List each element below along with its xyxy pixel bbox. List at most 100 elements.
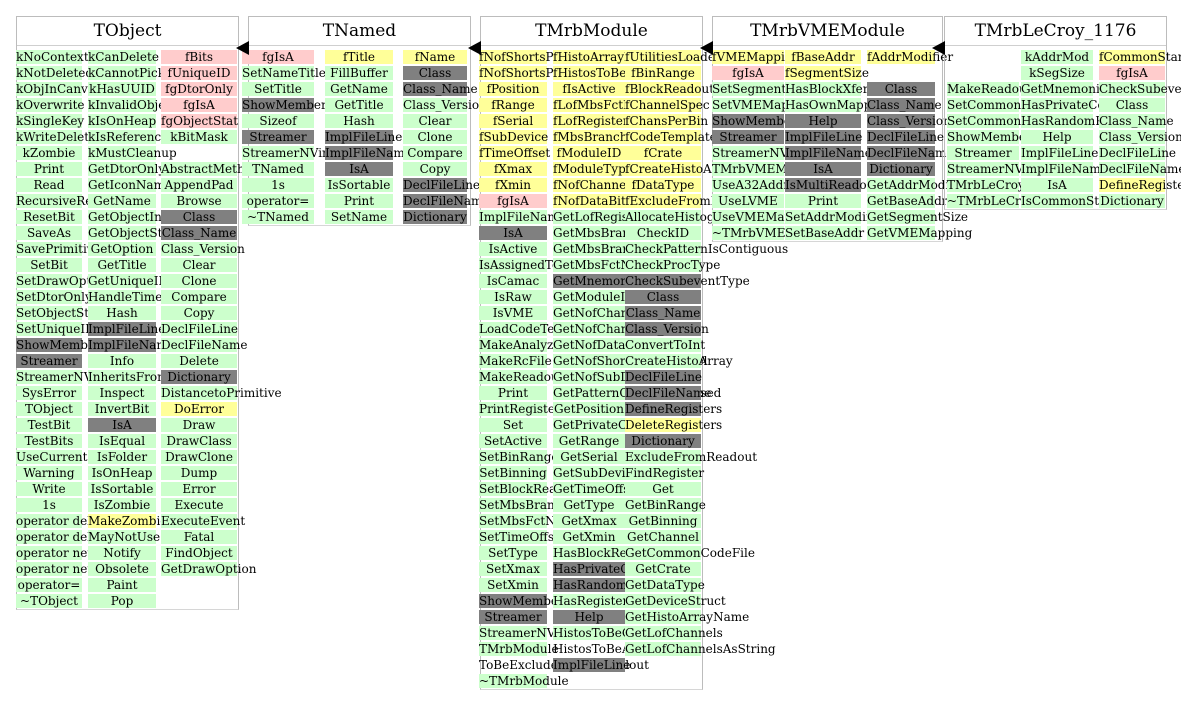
member-cell: kOverwrite (16, 98, 85, 112)
member-cell: Browse (161, 194, 237, 208)
member-cell: UseVMEMapping (712, 210, 820, 224)
member-cell: HasRegisters (553, 594, 635, 608)
member-cell: ~TMrbLeCroy_1176 (947, 194, 1072, 208)
member-cell: operator= (242, 194, 314, 208)
member-cell: GetDtorOnly (88, 162, 166, 176)
member-cell: GetObjectStat (88, 226, 175, 240)
member-cell: RecursiveRemove (16, 194, 125, 208)
member-cell: Print (479, 386, 547, 400)
member-cell: kCanDelete (88, 50, 159, 64)
member-cell: Obsolete (88, 562, 156, 576)
member-cell: Compare (403, 146, 467, 160)
member-cell: HistosToBeCreated (553, 626, 671, 640)
member-cell: DeclFileLine (161, 322, 239, 336)
member-cell: Print (785, 194, 861, 208)
member-cell: UseA32Addressing (712, 178, 828, 192)
member-cell: SetType (479, 546, 547, 560)
member-cell: IsA (1021, 178, 1093, 192)
member-cell: ImplFileName (785, 146, 872, 160)
member-cell: fSegmentSize (785, 66, 869, 80)
member-cell: kAddrMod (1021, 50, 1093, 64)
member-cell: Clone (403, 130, 467, 144)
member-cell: GetPrivateCodeFile (553, 418, 673, 432)
member-cell: fXmax (479, 162, 547, 176)
member-cell: DeclFileLine (625, 370, 703, 384)
inheritance-arrow (700, 41, 713, 55)
member-cell: SetCommonStop (947, 114, 1050, 128)
member-cell: CheckSubeventType (625, 274, 750, 288)
member-cell: GetLofRegisters (553, 210, 652, 224)
member-cell: Dictionary (867, 162, 935, 176)
member-cell: UseCurrentStyle (16, 450, 119, 464)
member-cell: GetVMEMapping (867, 226, 973, 240)
member-cell: GetNofChannelsUsed (553, 322, 685, 336)
member-cell: GetPosition (553, 402, 625, 416)
member-cell: TestBits (16, 434, 82, 448)
member-cell: DoError (161, 402, 237, 416)
member-cell: kHasUUID (88, 82, 156, 96)
member-cell: GetDrawOption (161, 562, 257, 576)
member-cell: fgObjectStat (161, 114, 239, 128)
member-cell: ImplFileLine (325, 130, 403, 144)
member-cell: GetMnemonic (1021, 82, 1107, 96)
member-cell: HasRandomReadout (1021, 114, 1147, 128)
member-cell: StreamerNVirtual (712, 146, 822, 160)
member-cell: DeclFileLine (1099, 146, 1177, 160)
member-cell: ~TObject (16, 594, 82, 608)
member-cell: SetName (325, 210, 393, 224)
member-cell: Info (88, 354, 156, 368)
member-cell: 1s (242, 178, 314, 192)
class-title: TMrbLeCroy_1176 (945, 17, 1166, 46)
member-cell: AllocateHistograms (625, 210, 745, 224)
member-cell: fNofShortsPerChannel (479, 50, 617, 64)
member-cell: IsA (325, 162, 393, 176)
member-cell: AbstractMethod (161, 162, 260, 176)
member-cell: IsCamac (479, 274, 547, 288)
member-cell: operator new[] (16, 562, 107, 576)
member-cell: MakeReadoutCode (947, 82, 1063, 96)
inheritance-arrow (932, 41, 945, 55)
member-cell: GetObjectInfo (88, 210, 174, 224)
inheritance-arrow (468, 41, 481, 55)
member-cell: Class_Version (867, 114, 951, 128)
member-cell: fUniqueID (161, 66, 237, 80)
member-cell: HasBlockReadout (553, 546, 662, 560)
member-cell: Class (403, 66, 467, 80)
member-cell: Class_Version (1099, 130, 1181, 144)
member-cell: ConvertToInt (625, 338, 706, 352)
member-cell: CreateHistoArray (625, 354, 733, 368)
member-cell: kObjInCanvas (16, 82, 102, 96)
member-cell: MayNotUse (88, 530, 161, 544)
member-cell: fHistosToBeAllocated (553, 66, 684, 80)
member-cell: DeleteRegisters (625, 418, 723, 432)
member-cell: GetMbsBranchName (553, 242, 681, 256)
member-cell: DeclFileName (403, 194, 490, 208)
member-cell: ShowMembers (712, 114, 803, 128)
member-cell: GetTitle (325, 98, 393, 112)
member-cell: fgIsA (479, 194, 547, 208)
member-cell: Class_Name (1099, 114, 1174, 128)
member-cell: Dictionary (1099, 194, 1165, 208)
member-cell: ShowMembers (947, 130, 1038, 144)
member-cell: DeclFileName (625, 386, 712, 400)
member-cell: ImplFileName (479, 210, 566, 224)
member-cell: Class_Name (161, 226, 237, 240)
member-cell: IsA (88, 418, 156, 432)
member-cell: SysError (16, 386, 82, 400)
member-cell: fTitle (325, 50, 393, 64)
member-cell: kNotDeleted (16, 66, 94, 80)
member-cell: Dump (161, 466, 237, 480)
member-cell: GetType (553, 498, 625, 512)
member-cell: fMbsBranch (553, 130, 628, 144)
member-cell: Hash (325, 114, 393, 128)
member-cell: GetBinning (625, 514, 701, 528)
member-cell: Draw (161, 418, 237, 432)
member-cell: operator delete[] (16, 530, 120, 544)
member-cell: GetBaseAddr (867, 194, 948, 208)
member-cell: fCommonStart (1099, 50, 1181, 64)
member-cell: Help (1021, 130, 1093, 144)
member-cell: Class_Version (625, 322, 709, 336)
member-cell: MakeAnalyzeCode (479, 338, 592, 352)
member-cell: GetNofShortsPerChannel (553, 354, 707, 368)
member-cell: fModuleType (553, 162, 633, 176)
